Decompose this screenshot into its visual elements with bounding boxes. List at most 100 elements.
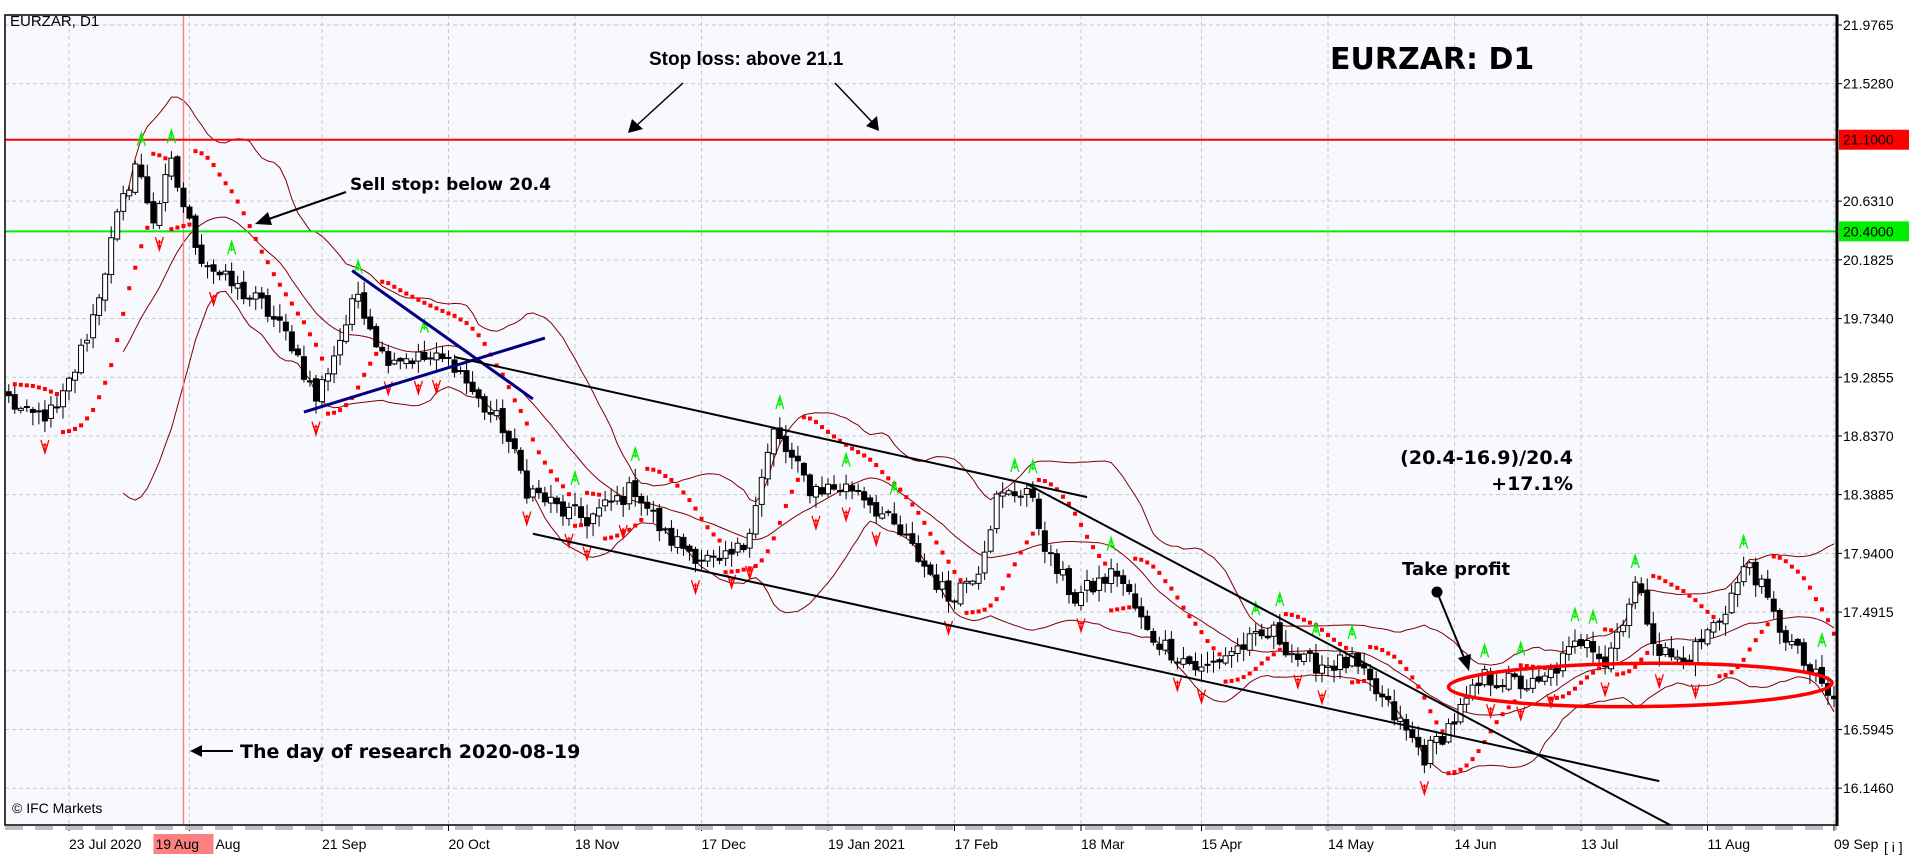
candle-bear xyxy=(1391,701,1398,721)
sar-dot xyxy=(1139,557,1144,562)
price-label: 18.3885 xyxy=(1843,487,1894,503)
sar-dot xyxy=(175,225,180,230)
sar-dot xyxy=(1723,673,1728,678)
sar-dot xyxy=(30,383,35,388)
sar-dot xyxy=(1295,614,1300,619)
target-zone-ellipse[interactable] xyxy=(1446,661,1834,709)
sar-dot xyxy=(1572,686,1577,691)
candle-bull xyxy=(1397,717,1404,722)
candle-bear xyxy=(1156,643,1163,650)
candle-bear xyxy=(1240,644,1247,650)
fractal-up-icon xyxy=(1347,623,1357,640)
sar-dot xyxy=(729,569,734,574)
triangle-line-down[interactable] xyxy=(351,269,534,401)
candle-bear xyxy=(1331,665,1338,671)
candle-bull xyxy=(590,513,597,525)
triangle-line-up[interactable] xyxy=(303,336,546,414)
candle-bull xyxy=(752,505,759,535)
candle-bull xyxy=(1204,663,1211,666)
candle-bull xyxy=(1222,655,1229,664)
sar-dot xyxy=(54,392,59,397)
candle-bear xyxy=(800,462,807,476)
level-price-box xyxy=(1839,129,1909,150)
sar-dot xyxy=(1603,627,1608,632)
candle-bear xyxy=(861,491,868,501)
sar-dot xyxy=(271,272,276,277)
chart-title: EURZAR: D1 xyxy=(1330,42,1534,77)
channel-upper[interactable] xyxy=(454,356,1088,499)
sar-dot xyxy=(524,421,529,426)
sar-dot xyxy=(1217,652,1222,657)
candle-bear xyxy=(849,485,856,492)
sar-dot xyxy=(121,311,126,316)
sar-dot xyxy=(627,527,632,532)
sar-dot xyxy=(1187,614,1192,619)
sar-dot xyxy=(392,284,397,289)
time-label: 09 Sep xyxy=(1834,836,1879,852)
chart-info-button[interactable]: [ i ] xyxy=(1884,839,1903,855)
sar-dot xyxy=(1500,712,1505,717)
channel-lower[interactable] xyxy=(532,532,1660,783)
candle-bear xyxy=(632,480,639,498)
candle-bear xyxy=(1535,676,1542,682)
candle-bear xyxy=(945,580,952,602)
candle-bull xyxy=(674,536,681,548)
candle-bear xyxy=(650,509,657,512)
sar-dot xyxy=(819,425,824,430)
candle-bear xyxy=(1800,642,1807,666)
candle-bull xyxy=(433,352,440,361)
candle-bear xyxy=(150,201,157,224)
sar-dot xyxy=(313,342,318,347)
fractal-down-icon xyxy=(1600,682,1610,698)
sar-dot xyxy=(1000,586,1005,591)
bollinger-lower xyxy=(122,290,1835,776)
candle-bear xyxy=(1216,659,1223,663)
price-label: 19.2855 xyxy=(1843,369,1894,385)
sar-dot xyxy=(1012,562,1017,567)
fractal-down-icon xyxy=(1486,703,1496,720)
sar-dot xyxy=(1681,589,1686,594)
candle-bear xyxy=(584,517,591,527)
sar-dot xyxy=(1729,670,1734,675)
sar-dot xyxy=(145,225,150,230)
candle-bull xyxy=(1632,581,1639,604)
sar-dot xyxy=(446,311,451,316)
stop-loss-label: Stop loss: above 21.1 xyxy=(649,49,844,70)
sar-dot xyxy=(1597,666,1602,671)
fractal-up-icon xyxy=(1588,608,1598,624)
sar-dot xyxy=(675,483,680,488)
sar-dot xyxy=(536,450,541,455)
candle-bear xyxy=(1806,664,1813,673)
candle-bull xyxy=(596,507,603,517)
sar-dot xyxy=(1289,612,1294,617)
candle-bear xyxy=(288,331,295,352)
candle-bear xyxy=(1385,695,1392,701)
target-zone[interactable] xyxy=(1446,661,1834,709)
resistance-line[interactable] xyxy=(1026,483,1672,826)
fractal-up-icon xyxy=(630,445,640,461)
candle-bull xyxy=(698,559,705,562)
sar-dot xyxy=(169,227,174,232)
sar-dot xyxy=(91,407,96,412)
candle-bear xyxy=(608,500,615,503)
time-label: 18 Nov xyxy=(575,836,619,852)
candle-bear xyxy=(1011,491,1018,497)
sar-dot xyxy=(1157,570,1162,575)
candle-bear xyxy=(397,357,404,362)
sar-dot xyxy=(573,523,578,528)
sar-dot xyxy=(157,153,162,158)
grid xyxy=(5,15,1837,825)
sar-dot xyxy=(1398,660,1403,665)
candle-bull xyxy=(1234,645,1241,654)
sar-dot xyxy=(669,477,674,482)
bollinger-middle xyxy=(122,216,1835,716)
sar-dot xyxy=(506,385,511,390)
trendlines[interactable] xyxy=(303,269,1672,826)
sar-dot xyxy=(1386,651,1391,656)
bollinger-bands xyxy=(122,96,1835,776)
candle-bear xyxy=(806,474,813,497)
candle-bull xyxy=(493,410,500,417)
level-price-box xyxy=(1839,221,1909,242)
price-label: 20.6310 xyxy=(1843,193,1894,209)
